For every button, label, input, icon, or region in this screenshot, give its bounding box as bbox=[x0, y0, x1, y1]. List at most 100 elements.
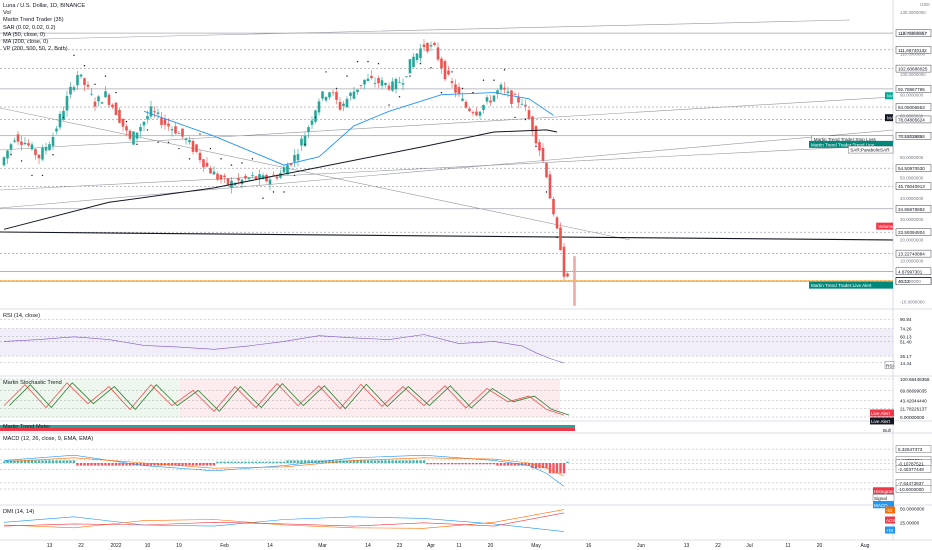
macd-histogram-bar bbox=[216, 461, 219, 463]
macd-tick-label: 5.32647373 bbox=[898, 447, 923, 452]
candle-body bbox=[83, 78, 86, 85]
macd-histogram-bar bbox=[349, 460, 352, 463]
macd-histogram-bar bbox=[352, 460, 356, 463]
dmi-tag-label: ADX bbox=[886, 518, 895, 523]
candle-body bbox=[265, 175, 268, 182]
rsi-tick-label: 74.26 bbox=[900, 327, 912, 332]
candle-body bbox=[303, 135, 307, 147]
candle-body bbox=[387, 85, 391, 90]
candle-body bbox=[356, 89, 359, 93]
macd-histogram-bar bbox=[62, 460, 65, 463]
price-level-label: 84.05006553 bbox=[898, 105, 925, 110]
macd-tick-label: -0.10787521 bbox=[898, 461, 924, 466]
candle-body bbox=[468, 108, 471, 112]
macd-histogram-bar bbox=[34, 460, 37, 463]
legend-martin-trend-trader[interactable]: Martin Trend Trader (35) bbox=[3, 17, 64, 24]
macd-histogram-bar bbox=[510, 463, 513, 466]
legend-vol[interactable]: Vol bbox=[3, 10, 11, 17]
time-axis-label: 16 bbox=[586, 543, 592, 549]
candle-body bbox=[51, 137, 55, 146]
macd-histogram-bar bbox=[268, 461, 272, 463]
macd-histogram-bar bbox=[275, 461, 279, 463]
candle-body bbox=[548, 174, 552, 199]
chart-title: Luna / U.S. Dollar, 1D, BINANCE bbox=[3, 3, 86, 9]
candle-body bbox=[76, 75, 79, 86]
macd-histogram-bar bbox=[468, 463, 471, 465]
macd-histogram-bar bbox=[489, 463, 492, 465]
price-level-box bbox=[895, 103, 932, 111]
candle-body bbox=[492, 95, 496, 102]
sar-dot bbox=[325, 71, 327, 73]
candle-body bbox=[146, 116, 149, 120]
rsi-tick-label: 26.17 bbox=[900, 354, 912, 359]
dmi-tag-label: -DI bbox=[886, 508, 892, 513]
candle-body bbox=[478, 111, 482, 116]
price-level-label: 54.50970530 bbox=[898, 166, 925, 171]
price-level-label: 111.66740132 bbox=[898, 48, 927, 53]
macd-histogram-bar bbox=[261, 461, 265, 463]
macd-histogram-bar bbox=[27, 460, 30, 463]
rsi-pane-title: RSI (14, close) bbox=[3, 313, 40, 319]
macd-tick-label: -2.40377449 bbox=[898, 467, 924, 472]
sar-dot bbox=[367, 60, 369, 63]
macd-tick-box bbox=[895, 465, 932, 473]
sar-dot bbox=[451, 71, 453, 73]
candle-body bbox=[373, 82, 377, 84]
meter-bar-green bbox=[0, 425, 575, 428]
meter-tag-label: Bull bbox=[883, 428, 891, 433]
candle-body bbox=[345, 98, 349, 108]
candle-body bbox=[489, 100, 492, 103]
dmi-plus-line bbox=[3, 516, 565, 532]
candle-body bbox=[268, 179, 272, 185]
macd-histogram-bar bbox=[198, 463, 202, 466]
trend-line-4 bbox=[0, 231, 894, 241]
candle-body bbox=[184, 138, 188, 141]
candle-body bbox=[286, 165, 289, 175]
candle-body bbox=[48, 144, 51, 151]
candle-body bbox=[118, 109, 121, 123]
macd-histogram-bar bbox=[48, 460, 51, 463]
sar-dot bbox=[377, 62, 380, 65]
macd-histogram-bar bbox=[177, 463, 181, 466]
macd-histogram-bar bbox=[534, 463, 538, 469]
price-level-label: 102.60686025 bbox=[898, 67, 928, 72]
macd-histogram-bar bbox=[562, 463, 566, 474]
macd-histogram-bar bbox=[426, 463, 429, 465]
stoch-tick-label: 0.00000000 bbox=[900, 415, 925, 420]
price-tick-label: 70.0000000 bbox=[900, 134, 924, 139]
sar-dot bbox=[251, 158, 254, 160]
candle-body bbox=[541, 147, 545, 161]
candle-body bbox=[450, 81, 454, 83]
macd-histogram-bar bbox=[303, 460, 307, 463]
trend-line-5 bbox=[0, 144, 894, 191]
candle-body bbox=[69, 86, 72, 95]
macd-histogram-bar bbox=[485, 463, 489, 465]
legend-vp[interactable]: VP (200, 500, 50, 2, Both) bbox=[3, 46, 68, 53]
macd-histogram-bar bbox=[230, 461, 233, 463]
macd-histogram-bar bbox=[412, 460, 415, 463]
macd-histogram-bar bbox=[440, 463, 443, 465]
macd-histogram-bar bbox=[258, 461, 261, 463]
price-level-box bbox=[895, 267, 932, 276]
candle-body bbox=[90, 93, 93, 95]
candle-body bbox=[457, 87, 461, 94]
candle-body bbox=[163, 118, 167, 125]
macd-histogram-bar bbox=[139, 463, 142, 466]
candle-body bbox=[517, 96, 520, 103]
legend-ma200[interactable]: MA (200, close, 0) bbox=[3, 39, 49, 46]
candle-body bbox=[475, 111, 478, 116]
macd-histogram-bar bbox=[104, 463, 107, 466]
legend-sar[interactable]: SAR (0.02, 0.02, 0.2) bbox=[3, 24, 56, 31]
dmi-minus-line bbox=[3, 509, 565, 529]
candle-body bbox=[254, 176, 258, 180]
candle-body bbox=[261, 175, 265, 180]
candle-body bbox=[100, 102, 104, 104]
price-tag-label: MA bbox=[887, 94, 895, 99]
time-axis-label: Jul bbox=[746, 543, 752, 549]
price-level-box bbox=[895, 132, 932, 140]
macd-histogram-bar bbox=[429, 463, 433, 465]
candle-body bbox=[41, 147, 44, 160]
candle-body bbox=[219, 175, 223, 180]
legend-ma50[interactable]: MA (50, close, 0) bbox=[3, 31, 45, 38]
